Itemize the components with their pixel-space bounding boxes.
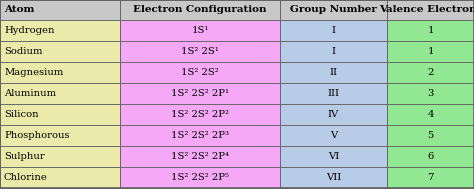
Bar	[0, 104, 120, 125]
Bar	[120, 41, 280, 62]
Text: Valence Electrons: Valence Electrons	[379, 5, 474, 15]
Bar	[0, 125, 120, 146]
Text: II: II	[329, 68, 337, 77]
Bar	[0, 62, 120, 83]
Bar	[387, 20, 474, 41]
Text: 1S² 2S² 2P⁵: 1S² 2S² 2P⁵	[171, 173, 229, 182]
Bar	[387, 146, 474, 167]
Text: Sulphur: Sulphur	[4, 152, 45, 161]
Text: Silicon: Silicon	[4, 110, 38, 119]
Text: Aluminum: Aluminum	[4, 89, 56, 98]
Text: Magnesium: Magnesium	[4, 68, 64, 77]
Bar	[280, 20, 387, 41]
Text: 3: 3	[428, 89, 434, 98]
Text: 1S² 2S²: 1S² 2S²	[181, 68, 219, 77]
Text: I: I	[331, 26, 336, 35]
Text: V: V	[330, 131, 337, 140]
Bar	[280, 125, 387, 146]
Text: 1: 1	[427, 47, 434, 56]
Text: 7: 7	[428, 173, 434, 182]
Bar	[387, 125, 474, 146]
Text: I: I	[331, 47, 336, 56]
Text: Atom: Atom	[4, 5, 35, 15]
Bar	[387, 0, 474, 20]
Text: 5: 5	[428, 131, 434, 140]
Text: VI: VI	[328, 152, 339, 161]
Bar	[120, 83, 280, 104]
Bar	[280, 167, 387, 188]
Text: Group Number: Group Number	[290, 5, 377, 15]
Text: 1S² 2S² 2P²: 1S² 2S² 2P²	[171, 110, 229, 119]
Text: IV: IV	[328, 110, 339, 119]
Text: 6: 6	[428, 152, 434, 161]
Bar	[120, 146, 280, 167]
Text: Sodium: Sodium	[4, 47, 43, 56]
Text: 4: 4	[427, 110, 434, 119]
Bar	[0, 83, 120, 104]
Bar	[120, 0, 280, 20]
Bar	[0, 41, 120, 62]
Text: 1: 1	[427, 26, 434, 35]
Bar	[387, 62, 474, 83]
Bar	[0, 146, 120, 167]
Text: VII: VII	[326, 173, 341, 182]
Text: 1S² 2S¹: 1S² 2S¹	[181, 47, 219, 56]
Bar	[387, 41, 474, 62]
Bar	[280, 146, 387, 167]
Text: 1S¹: 1S¹	[191, 26, 209, 35]
Text: Hydrogen: Hydrogen	[4, 26, 55, 35]
Text: 1S² 2S² 2P¹: 1S² 2S² 2P¹	[171, 89, 229, 98]
Bar	[387, 104, 474, 125]
Bar	[0, 0, 120, 20]
Bar	[120, 104, 280, 125]
Text: 1S² 2S² 2P³: 1S² 2S² 2P³	[171, 131, 229, 140]
Bar	[120, 167, 280, 188]
Bar	[120, 20, 280, 41]
Text: Phosphorous: Phosphorous	[4, 131, 70, 140]
Text: Electron Configuration: Electron Configuration	[133, 5, 267, 15]
Bar	[280, 62, 387, 83]
Bar	[0, 20, 120, 41]
Bar	[387, 83, 474, 104]
Bar	[120, 62, 280, 83]
Bar	[280, 83, 387, 104]
Text: Chlorine: Chlorine	[4, 173, 48, 182]
Bar	[387, 167, 474, 188]
Bar	[280, 41, 387, 62]
Text: 2: 2	[428, 68, 434, 77]
Text: III: III	[328, 89, 339, 98]
Bar	[280, 0, 387, 20]
Text: 1S² 2S² 2P⁴: 1S² 2S² 2P⁴	[171, 152, 229, 161]
Bar	[120, 125, 280, 146]
Bar	[0, 167, 120, 188]
Bar	[280, 104, 387, 125]
